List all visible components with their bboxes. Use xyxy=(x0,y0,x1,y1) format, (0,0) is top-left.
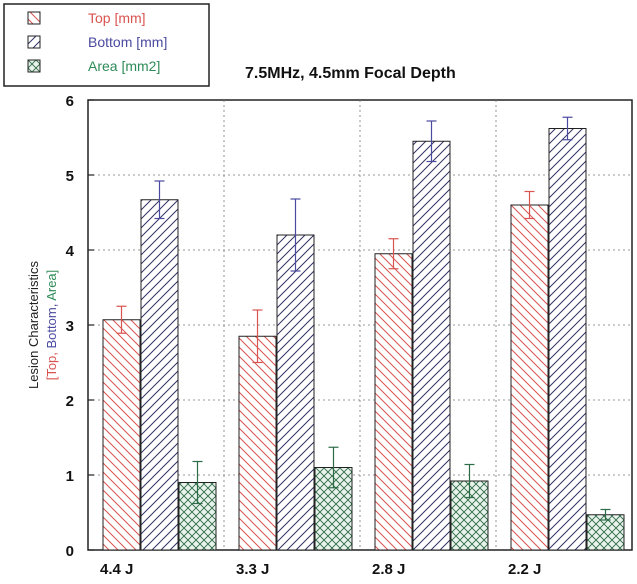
x-tick-label: 2.8 J xyxy=(372,561,405,578)
y-tick-label: 5 xyxy=(66,168,74,185)
y-axis-label-line1: Lesion Characteristics xyxy=(26,261,41,389)
x-tick-label: 3.3 J xyxy=(236,561,269,578)
bars xyxy=(102,116,625,551)
y-tick-label: 0 xyxy=(66,543,74,560)
bar-2-2J-series-1 xyxy=(510,204,549,551)
y-axis-label-part: Bottom, xyxy=(44,301,59,349)
legend: Top [mm] Bottom [mm] Area [mm2] xyxy=(3,3,210,87)
legend-label: Bottom [mm] xyxy=(88,34,167,50)
bar-2-8J-series-1 xyxy=(374,253,413,551)
legend-label: Top [mm] xyxy=(88,10,146,26)
y-tick-label: 6 xyxy=(66,93,74,110)
y-axis-label-part: Area] xyxy=(44,270,59,301)
y-axis-label: Lesion Characteristics [Top, Bottom, Area… xyxy=(26,261,59,389)
bar-4-4J-series-3 xyxy=(178,482,217,551)
bar-2-2J-series-3 xyxy=(586,514,625,551)
legend-label: Area [mm2] xyxy=(88,58,160,74)
y-tick-label: 4 xyxy=(66,243,75,260)
y-tick-label: 3 xyxy=(66,318,74,335)
bar-3-3J-series-2 xyxy=(276,234,315,551)
grid-lines xyxy=(88,100,632,550)
x-tick-label: 2.2 J xyxy=(508,561,541,578)
x-tick-label: 4.4 J xyxy=(100,561,133,578)
bar-4-4J-series-1 xyxy=(102,319,141,551)
y-tick-label: 1 xyxy=(66,468,74,485)
bar-3-3J-series-1 xyxy=(238,335,277,551)
bar-4-4J-series-2 xyxy=(140,199,179,551)
legend-swatch xyxy=(27,11,41,25)
bar-2-2J-series-2 xyxy=(548,128,587,551)
y-tick-label: 2 xyxy=(66,393,74,410)
legend-swatch xyxy=(27,59,41,73)
axes: 0 1 2 3 4 5 6 4.4 J 3.3 J 2.8 J 2.2 J xyxy=(66,93,542,578)
bar-2-8J-series-2 xyxy=(412,140,451,551)
chart-title: 7.5MHz, 4.5mm Focal Depth xyxy=(245,65,456,82)
y-axis-label-part: [Top, xyxy=(44,348,59,380)
legend-swatch xyxy=(27,35,41,49)
